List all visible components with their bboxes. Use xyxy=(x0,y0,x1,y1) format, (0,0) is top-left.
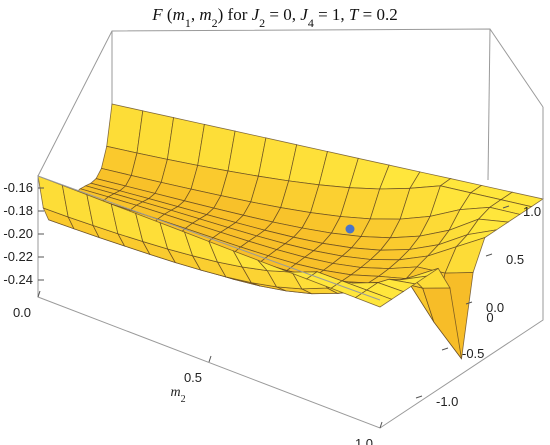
m1-tick-mark xyxy=(465,301,473,305)
m1-axis-label: 0 xyxy=(486,310,493,325)
m1-tick-label: 1.0 xyxy=(523,204,541,219)
m2-axis-label: m2 xyxy=(170,385,185,405)
surface-patch xyxy=(106,103,144,154)
z-tick-label: -0.20 xyxy=(3,226,33,241)
m2-tick-label: 0.5 xyxy=(184,370,202,385)
m2-tick-mark xyxy=(379,421,383,429)
m2-axis-ticks xyxy=(37,290,383,429)
m1-axis-tick-labels: 1.0 0.5 0.0 -0.5 -1.0 xyxy=(436,204,541,409)
m1-tick-label: -0.5 xyxy=(462,346,484,361)
z-tick-label: -0.24 xyxy=(3,272,33,287)
z-tick-label: -0.16 xyxy=(3,180,33,195)
m1-tick-label: 0.0 xyxy=(486,300,504,315)
free-energy-surface xyxy=(37,103,545,360)
m1-tick-label: 0.5 xyxy=(506,252,524,267)
m1-tick-mark xyxy=(415,395,423,399)
m1-tick-label: -1.0 xyxy=(436,394,458,409)
z-tick-label: -0.22 xyxy=(3,249,33,264)
z-axis-tick-labels: -0.16 -0.18 -0.20 -0.22 -0.24 xyxy=(3,180,33,287)
minimum-point-marker xyxy=(345,224,355,234)
m2-tick-mark xyxy=(37,290,41,298)
m1-tick-mark xyxy=(502,205,510,209)
m2-tick-label: 0.0 xyxy=(13,305,31,320)
z-tick-label: -0.18 xyxy=(3,203,33,218)
m1-tick-mark xyxy=(441,347,449,351)
m2-tick-label: 1.0 xyxy=(355,436,373,445)
z-axis-ticks xyxy=(38,187,44,281)
m2-axis-tick-labels: 0.0 0.5 1.0 xyxy=(13,305,373,445)
m1-axis-ticks xyxy=(415,205,510,399)
chart-title: F (m1, m2) for J2 = 0, J4 = 1, T = 0.2 xyxy=(151,5,397,30)
m2-tick-mark xyxy=(208,355,212,363)
m1-tick-mark xyxy=(485,253,493,257)
